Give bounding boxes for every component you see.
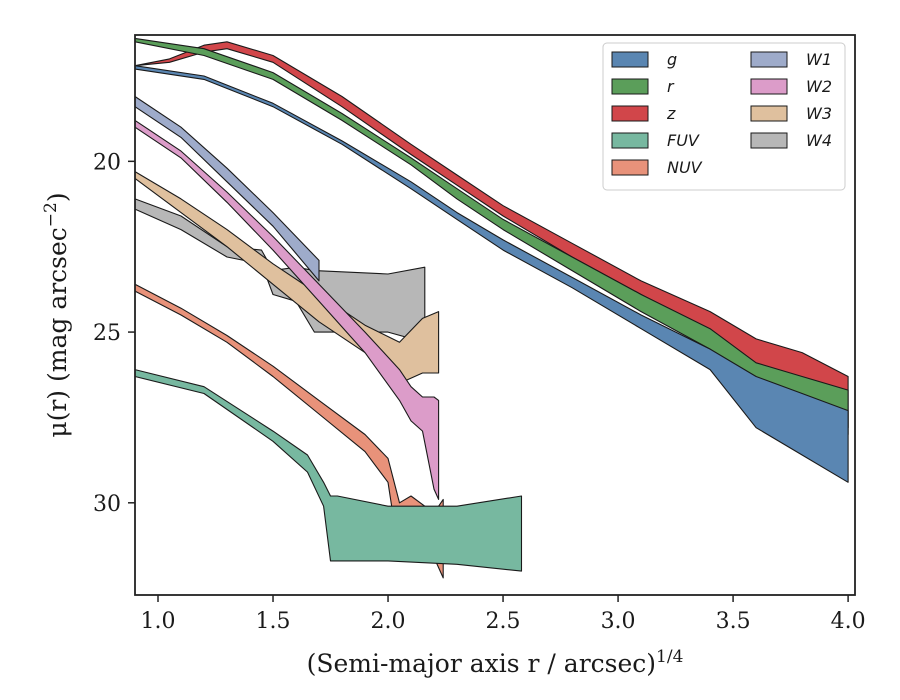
legend-label-z: z <box>666 104 676 123</box>
x-tick-label: 1.5 <box>256 609 291 634</box>
x-axis-label: (Semi-major axis r / arcsec)1/4 <box>307 647 684 678</box>
legend-swatch-r <box>611 78 649 95</box>
y-tick-label: 25 <box>93 321 121 346</box>
legend-label-r: r <box>667 77 675 96</box>
x-axis: 1.0 1.5 2.0 2.5 3.0 3.5 4.0 <box>141 595 866 634</box>
legend-label-w4: W4 <box>806 131 832 150</box>
legend-label-nuv: NUV <box>667 158 703 177</box>
legend-label-w1: W1 <box>806 50 832 69</box>
band-g <box>134 65 849 483</box>
legend-swatch-w3 <box>750 105 788 122</box>
x-axis-label-sup: 1/4 <box>656 647 683 667</box>
y-axis: 20 25 30 <box>93 150 135 517</box>
legend-swatch-g <box>611 51 649 68</box>
legend-swatch-fuv <box>611 132 649 149</box>
legend-swatch-w1 <box>750 51 788 68</box>
x-tick-label: 3.0 <box>601 609 636 634</box>
y-tick-label: 30 <box>93 492 121 517</box>
legend: grz FUV NUV W1 W2 W3 W4 <box>602 42 846 191</box>
y-axis-label-text: μ(r) (mag arcsec <box>43 227 72 437</box>
band-w2 <box>134 119 440 500</box>
series-bands <box>134 37 849 579</box>
x-axis-label-text: (Semi-major axis r / arcsec) <box>307 649 656 678</box>
y-axis-label-close: ) <box>43 192 72 202</box>
legend-label-g: g <box>667 50 677 69</box>
x-tick-label: 4.0 <box>831 609 866 634</box>
y-tick-label: 20 <box>93 150 121 175</box>
band-nuv <box>134 283 444 579</box>
band-fuv <box>134 369 523 572</box>
legend-swatch-w4 <box>750 132 788 149</box>
legend-label-w3: W3 <box>806 104 832 123</box>
y-axis-label: μ(r) (mag arcsec−2) <box>41 192 72 437</box>
plot-frame <box>134 34 856 596</box>
x-tick-label: 2.5 <box>486 609 521 634</box>
y-axis-label-sup: −2 <box>41 202 61 227</box>
legend-label-fuv: FUV <box>667 131 700 150</box>
band-w1 <box>134 95 320 282</box>
legend-swatch-nuv <box>611 159 649 176</box>
x-tick-label: 2.0 <box>371 609 406 634</box>
legend-label-w2: W2 <box>806 77 832 96</box>
x-tick-label: 1.0 <box>141 609 176 634</box>
x-tick-label: 3.5 <box>716 609 751 634</box>
legend-swatch-z <box>611 105 649 122</box>
legend-swatch-w2 <box>750 78 788 95</box>
